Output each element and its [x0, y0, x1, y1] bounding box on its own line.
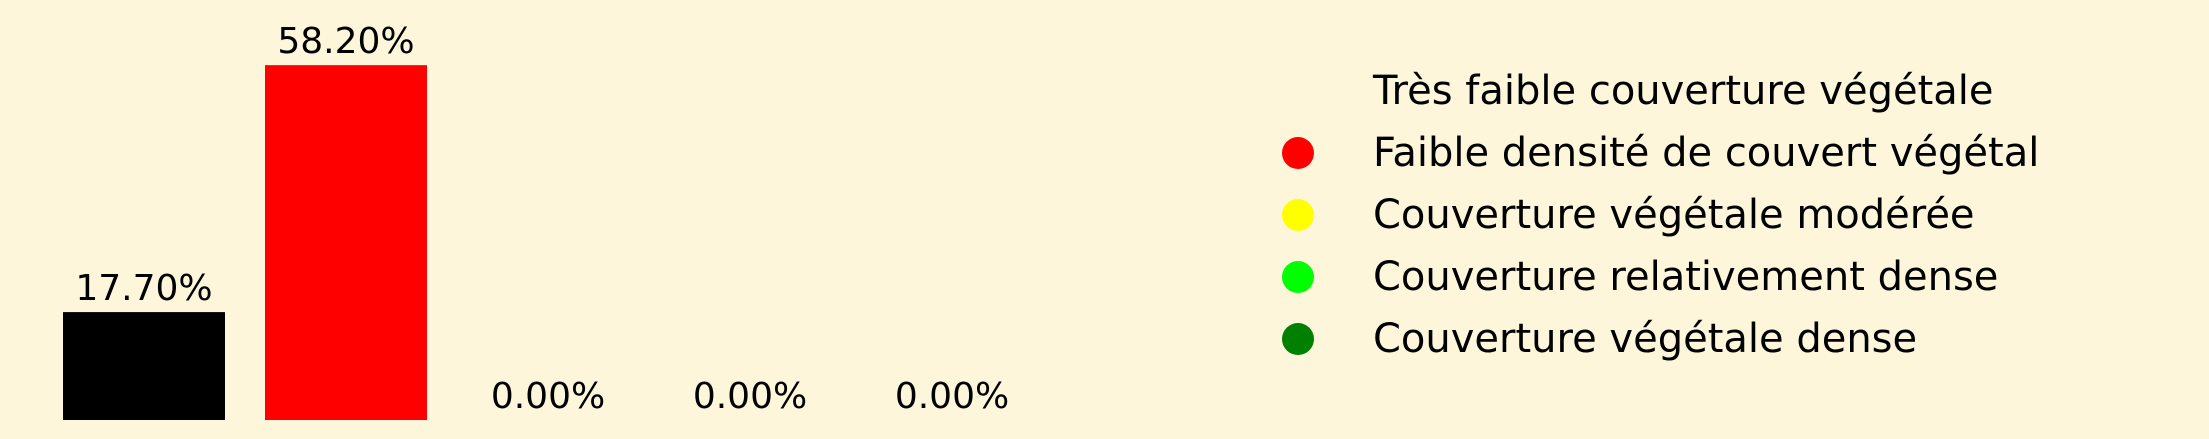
- data-labels-group: 17.70% 58.20% 0.00% 0.00% 0.00%: [75, 21, 1009, 417]
- legend: Très faible couverture végétale Faible de…: [1282, 68, 2039, 362]
- legend-label-couverture-vegetale-moderee: Couverture végétale modérée: [1373, 192, 1975, 238]
- legend-item-couverture-vegetale-moderee: Couverture végétale modérée: [1282, 192, 1975, 238]
- legend-label-couverture-vegetale-dense: Couverture végétale dense: [1373, 316, 1917, 362]
- bars-group: [63, 65, 427, 421]
- data-label-couverture-vegetale-dense: 0.00%: [895, 376, 1009, 417]
- legend-marker-couverture-vegetale-dense: [1282, 323, 1314, 355]
- legend-item-couverture-vegetale-dense: Couverture végétale dense: [1282, 316, 1917, 362]
- data-label-tres-faible-couverture-vegetale: 17.70%: [75, 268, 212, 309]
- legend-item-faible-densite-de-couvert-vegetal: Faible densité de couvert végétal: [1282, 130, 2039, 176]
- legend-label-faible-densite-de-couvert-vegetal: Faible densité de couvert végétal: [1373, 130, 2039, 176]
- data-label-faible-densite-de-couvert-vegetal: 58.20%: [277, 21, 414, 62]
- legend-marker-couverture-vegetale-moderee: [1282, 199, 1314, 231]
- legend-marker-couverture-relativement-dense: [1282, 261, 1314, 293]
- legend-item-couverture-relativement-dense: Couverture relativement dense: [1282, 254, 1998, 300]
- legend-label-couverture-relativement-dense: Couverture relativement dense: [1373, 254, 1998, 300]
- bar-tres-faible-couverture-vegetale: [63, 312, 225, 420]
- bar-faible-densite-de-couvert-vegetal: [265, 65, 427, 421]
- data-label-couverture-relativement-dense: 0.00%: [693, 376, 807, 417]
- data-label-couverture-vegetale-moderee: 0.00%: [491, 376, 605, 417]
- legend-item-tres-faible-couverture-vegetale: Très faible couverture végétale: [1372, 68, 1994, 114]
- legend-label-tres-faible-couverture-vegetale: Très faible couverture végétale: [1372, 68, 1994, 114]
- legend-marker-faible-densite-de-couvert-vegetal: [1282, 137, 1314, 169]
